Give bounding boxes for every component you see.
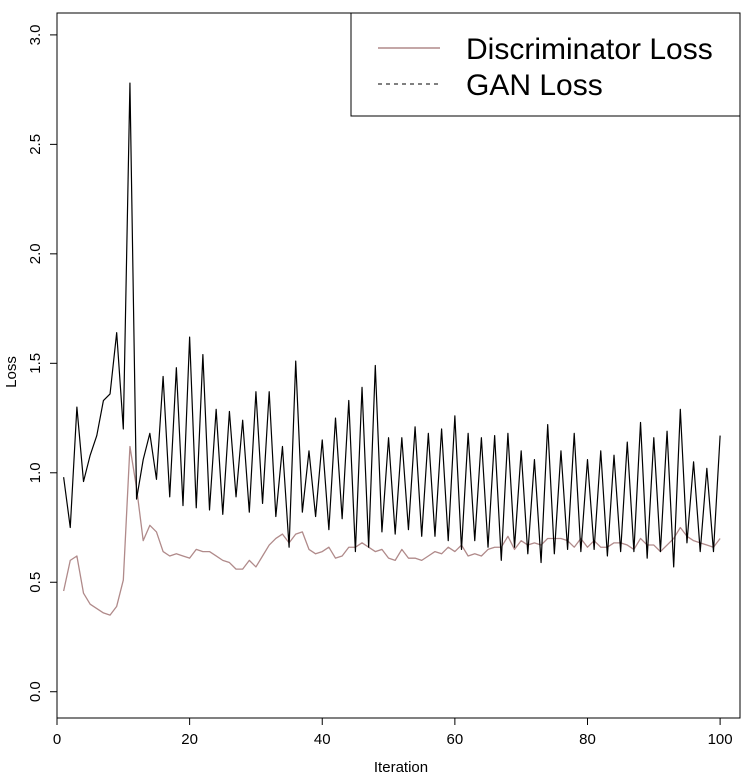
y-axis: 0.0 0.5 1.0 1.5 2.0 2.5 3.0 <box>27 24 57 702</box>
legend: Discriminator Loss GAN Loss <box>350 12 741 117</box>
x-axis: 0 20 40 60 80 100 <box>53 718 733 748</box>
legend-label-gan: GAN Loss <box>466 69 603 102</box>
x-tick-label: 20 <box>181 731 198 748</box>
legend-label-discriminator: Discriminator Loss <box>466 33 713 66</box>
y-tick-label: 3.0 <box>27 24 44 45</box>
x-tick-label: 40 <box>314 731 331 748</box>
legend-box <box>350 12 741 117</box>
y-tick-label: 0.5 <box>27 572 44 593</box>
y-tick-label: 2.5 <box>27 134 44 155</box>
x-axis-title: Iteration <box>374 759 428 776</box>
y-tick-label: 2.0 <box>27 243 44 264</box>
y-axis-title: Loss <box>3 356 20 388</box>
y-tick-label: 1.5 <box>27 353 44 374</box>
y-tick-label: 1.0 <box>27 462 44 483</box>
x-tick-label: 100 <box>708 731 733 748</box>
series-layer <box>62 82 721 616</box>
x-tick-label: 0 <box>53 731 61 748</box>
x-tick-label: 80 <box>579 731 596 748</box>
gan-loss-line <box>63 82 721 568</box>
discriminator-loss-line <box>62 445 721 616</box>
y-tick-label: 0.0 <box>27 681 44 702</box>
x-tick-label: 60 <box>447 731 464 748</box>
plot-frame <box>56 12 741 719</box>
